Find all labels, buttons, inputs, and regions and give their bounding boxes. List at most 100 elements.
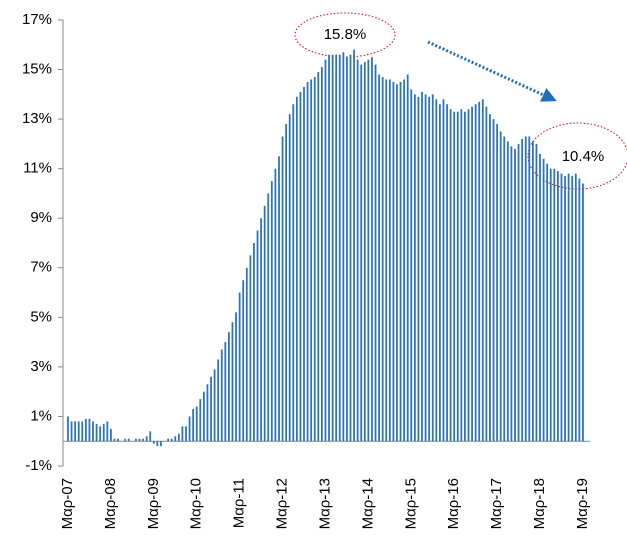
bar — [535, 143, 538, 442]
bar — [253, 243, 255, 442]
bar — [245, 267, 248, 442]
bar — [174, 436, 177, 442]
x-tick-label: Μαρ-12 — [274, 478, 291, 529]
bar — [328, 54, 330, 442]
bar — [378, 74, 380, 442]
bar — [564, 176, 566, 442]
bar — [145, 436, 148, 442]
bar — [288, 114, 291, 442]
bar — [399, 81, 402, 442]
x-tick-label: Μαρ-09 — [145, 478, 162, 529]
bar — [67, 416, 69, 442]
bar — [428, 96, 431, 442]
bar — [127, 438, 130, 442]
bar — [102, 423, 105, 442]
bar — [149, 431, 152, 442]
bar — [220, 349, 223, 442]
bar — [217, 359, 220, 442]
bar — [546, 163, 549, 442]
y-tick-label: 9% — [30, 209, 52, 226]
x-tick-label: Μαρ-14 — [359, 478, 376, 529]
bar — [274, 168, 277, 442]
x-tick-label: Μαρ-19 — [574, 478, 591, 529]
bar — [135, 438, 137, 442]
bar — [582, 183, 584, 442]
x-tick-label: Μαρ-18 — [531, 478, 548, 529]
bar — [342, 52, 345, 442]
bar — [421, 91, 423, 442]
bar — [353, 49, 355, 442]
bar — [152, 441, 155, 444]
x-tick-label: Μαρ-10 — [188, 478, 205, 529]
bar — [249, 255, 252, 442]
bar — [346, 57, 348, 442]
bar — [281, 136, 284, 442]
bar — [539, 153, 541, 442]
bar — [481, 99, 484, 442]
x-tick-label: Μαρ-17 — [488, 478, 505, 529]
bar — [413, 94, 416, 442]
x-tick-label: Μαρ-07 — [59, 478, 76, 529]
bar — [549, 168, 552, 442]
bar — [460, 109, 463, 442]
bar — [374, 64, 377, 442]
bar — [510, 146, 513, 442]
bar — [381, 76, 384, 442]
bar — [356, 59, 359, 442]
bar — [228, 332, 230, 442]
bar — [142, 438, 144, 442]
bar — [192, 409, 195, 442]
bar — [435, 99, 438, 442]
bar — [578, 178, 581, 442]
bar — [167, 438, 170, 442]
bar — [99, 426, 102, 442]
bar — [278, 156, 280, 442]
bar — [524, 136, 527, 442]
x-tick-label: Μαρ-08 — [102, 478, 119, 529]
trend-arrow — [427, 40, 557, 102]
bar — [514, 148, 516, 442]
bar — [496, 124, 499, 442]
bar — [210, 376, 212, 442]
bar — [306, 81, 309, 442]
annotation: 15.8% — [324, 26, 367, 43]
bar — [110, 428, 112, 442]
bar — [320, 67, 323, 442]
bar — [81, 421, 84, 442]
bar — [242, 280, 245, 442]
bar — [506, 141, 509, 442]
bar — [106, 421, 109, 442]
bar — [371, 57, 373, 442]
bar — [88, 418, 91, 442]
bar — [267, 193, 270, 442]
bar — [424, 94, 427, 442]
bar — [199, 399, 202, 442]
y-tick-label: 5% — [30, 308, 52, 325]
bar — [363, 62, 366, 442]
bar — [77, 421, 80, 442]
bar — [431, 94, 434, 442]
annotation-ellipse — [294, 12, 396, 58]
bar — [367, 59, 370, 442]
bar — [113, 438, 116, 442]
bar — [521, 138, 524, 442]
bar — [417, 96, 420, 442]
bar — [185, 426, 187, 442]
bar — [456, 111, 459, 442]
bar — [292, 104, 295, 442]
bar — [338, 54, 341, 442]
bar — [485, 106, 488, 442]
bar — [310, 79, 313, 442]
y-tick-label: 7% — [30, 259, 52, 276]
x-tick-label: Μαρ-13 — [316, 478, 333, 529]
x-tick-label: Μαρ-11 — [231, 478, 248, 528]
bar — [553, 168, 556, 442]
bar — [303, 86, 305, 442]
x-tick-label: Μαρ-16 — [445, 478, 462, 529]
y-tick-label: -1% — [25, 457, 52, 474]
bar — [313, 76, 316, 442]
bar — [213, 369, 216, 442]
x-tick-label: Μαρ-15 — [402, 478, 419, 529]
bar — [531, 141, 534, 442]
